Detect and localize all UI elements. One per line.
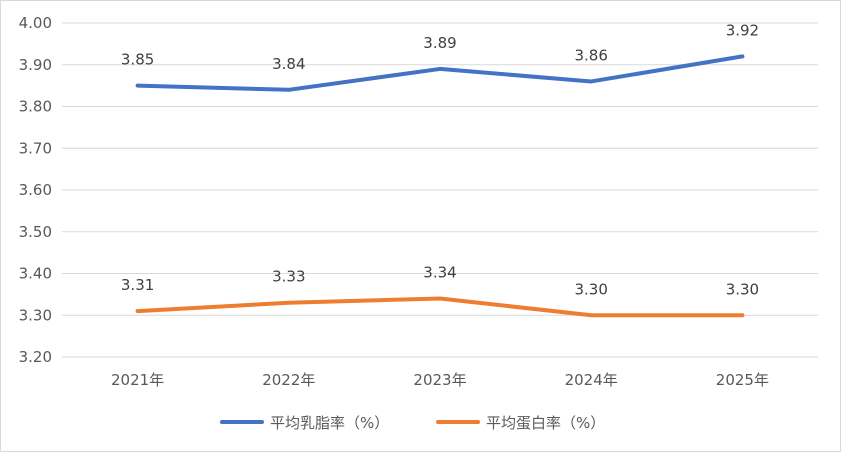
data-label: 3.30 [726,280,759,298]
y-tick-label: 3.60 [19,181,52,199]
y-tick-label: 3.90 [19,56,52,74]
data-label: 3.31 [121,276,154,294]
series-line-2 [135,296,745,318]
y-tick-label: 4.00 [19,14,52,32]
data-label: 3.92 [726,21,759,39]
y-tick-label: 3.30 [19,306,52,324]
y-tick-label: 3.40 [19,265,52,283]
x-axis-ticks: 2021年 2022年 2023年 2024年 2025年 [111,371,769,389]
legend-label: 平均蛋白率（%） [486,414,605,432]
data-label: 3.85 [121,51,154,69]
data-label: 3.30 [574,280,607,298]
gridlines [62,22,818,358]
legend-label: 平均乳脂率（%） [270,414,389,432]
series-line-1 [135,54,745,92]
y-tick-label: 3.80 [19,98,52,116]
data-labels: 3.85 3.84 3.89 3.86 3.92 3.31 3.33 3.34 3.30 3.30 [121,21,759,298]
x-tick-label: 2025年 [716,371,769,389]
y-tick-label: 3.50 [19,223,52,241]
x-tick-label: 2022年 [262,371,315,389]
data-label: 3.33 [272,268,305,286]
data-label: 3.84 [272,55,305,73]
y-axis-ticks: 3.20 3.30 3.40 3.50 3.60 3.70 3.80 3.90 4.00 [19,14,52,366]
x-tick-label: 2024年 [565,371,618,389]
x-tick-label: 2021年 [111,371,164,389]
data-label: 3.89 [423,34,456,52]
data-label: 3.34 [423,264,456,282]
x-tick-label: 2023年 [413,371,466,389]
series-lines [135,54,745,318]
y-tick-label: 3.20 [19,348,52,366]
legend: 平均乳脂率（%） 平均蛋白率（%） [220,414,605,432]
data-label: 3.86 [574,46,607,64]
y-tick-label: 3.70 [19,139,52,157]
